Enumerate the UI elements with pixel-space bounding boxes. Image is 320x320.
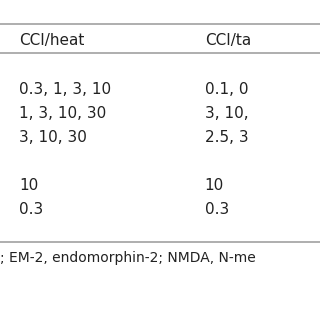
Text: 10: 10 (19, 178, 38, 193)
Text: 10: 10 (205, 178, 224, 193)
Text: CCI/ta: CCI/ta (205, 33, 251, 47)
Text: 2.5, 3: 2.5, 3 (205, 130, 248, 145)
Text: 0.1, 0: 0.1, 0 (205, 82, 248, 97)
Text: 1, 3, 10, 30: 1, 3, 10, 30 (19, 106, 107, 121)
Text: 0.3: 0.3 (205, 202, 229, 217)
Text: 3, 10, 30: 3, 10, 30 (19, 130, 87, 145)
Text: 0.3: 0.3 (19, 202, 44, 217)
Text: ; EM-2, endomorphin-2; NMDA, N-me: ; EM-2, endomorphin-2; NMDA, N-me (0, 251, 256, 265)
Text: 3, 10,: 3, 10, (205, 106, 248, 121)
Text: CCI/heat: CCI/heat (19, 33, 84, 47)
Text: 0.3, 1, 3, 10: 0.3, 1, 3, 10 (19, 82, 111, 97)
